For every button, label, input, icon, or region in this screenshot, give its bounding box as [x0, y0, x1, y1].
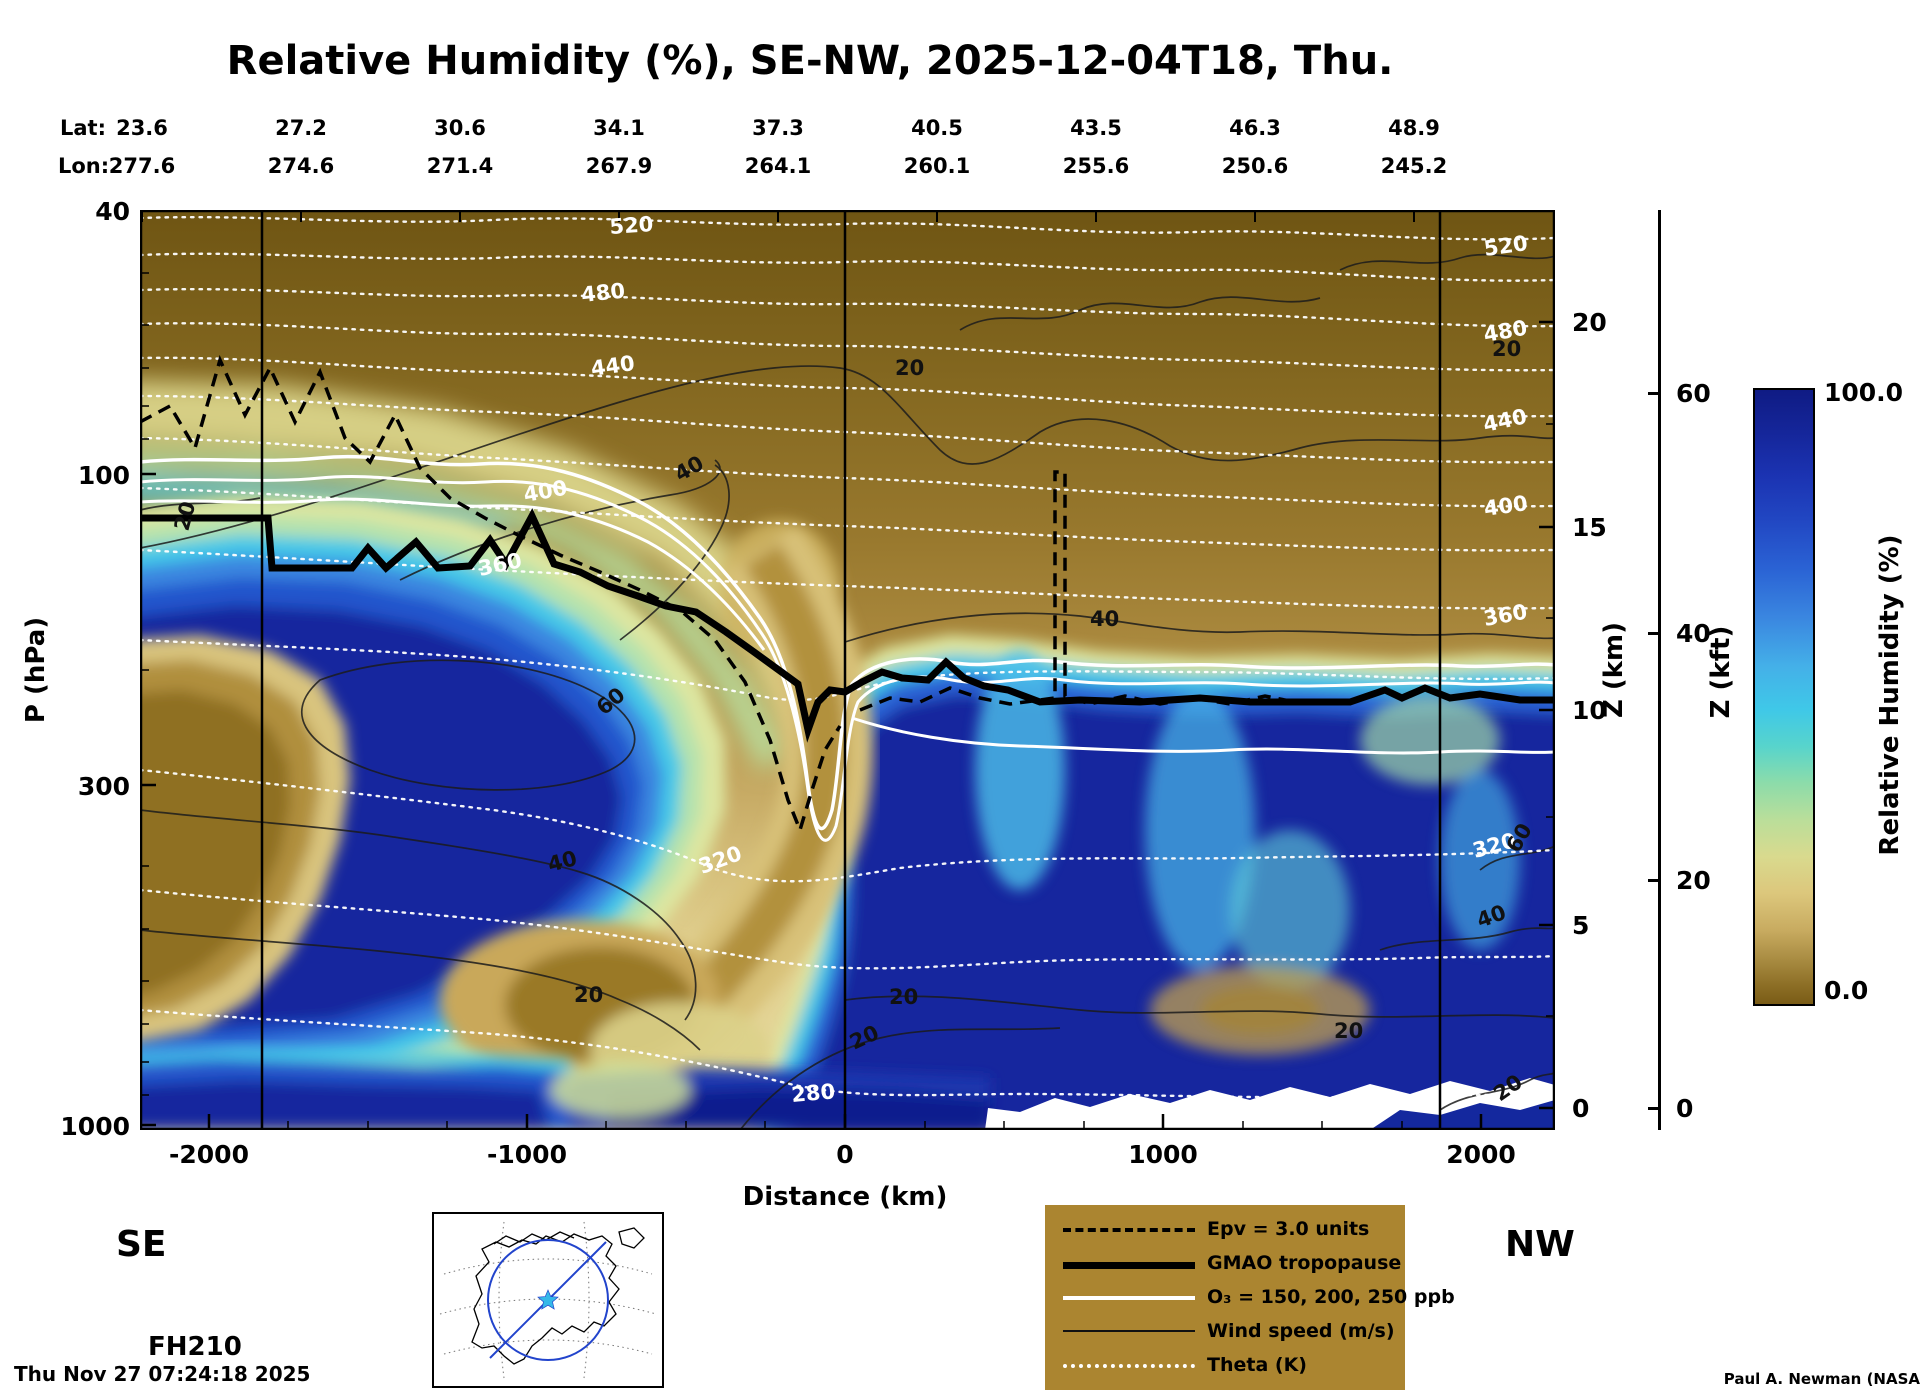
creation-timestamp: Thu Nov 27 07:24:18 2025	[14, 1362, 311, 1386]
zkft-tick: 40	[1676, 619, 1711, 648]
credit-text: Paul A. Newman (NASA	[1723, 1370, 1920, 1388]
theta-label: 280	[790, 1079, 836, 1107]
lon-value: 264.1	[744, 154, 812, 178]
lat-axis-label: Lat:	[60, 116, 106, 140]
map-coastlines	[471, 1227, 645, 1365]
zkft-tickmark	[1648, 1107, 1659, 1110]
lat-value: 48.9	[1388, 116, 1440, 140]
legend-label: GMAO tropopause	[1207, 1252, 1402, 1274]
zkft-tick: 60	[1676, 379, 1711, 408]
zkft-axis-line	[1658, 210, 1661, 1130]
zkm-tick: 5	[1572, 911, 1590, 940]
wind-label: 20	[574, 983, 603, 1007]
zkm-tick: 20	[1572, 308, 1607, 337]
lat-value: 46.3	[1229, 116, 1281, 140]
lat-value: 43.5	[1070, 116, 1122, 140]
x-tick: -1000	[487, 1140, 567, 1169]
reference-vertical-lines	[260, 210, 1442, 1130]
lon-value: 255.6	[1062, 154, 1130, 178]
ozone-contours	[140, 454, 1555, 842]
lon-value: 277.6	[108, 154, 176, 178]
wind-label: 20	[1334, 1019, 1363, 1043]
lon-value: 245.2	[1380, 154, 1448, 178]
lon-value: 260.1	[903, 154, 971, 178]
lat-value: 23.6	[116, 116, 168, 140]
x-tick: 1000	[1128, 1140, 1198, 1169]
lon-value: 267.9	[585, 154, 653, 178]
wind-line-sample	[1063, 1330, 1195, 1332]
p-tick: 100	[77, 461, 130, 490]
zkft-tickmark	[1648, 392, 1659, 395]
wind-label: 40	[1090, 607, 1119, 631]
legend-item-theta: Theta (K)	[1045, 1349, 1405, 1383]
wind-label: 20	[1492, 337, 1521, 361]
legend-item-epv: Epv = 3.0 units	[1045, 1213, 1405, 1247]
lat-value: 40.5	[911, 116, 963, 140]
lon-value: 274.6	[267, 154, 335, 178]
epv-line-sample	[1063, 1228, 1195, 1232]
theta-label: 520	[609, 212, 654, 239]
zkft-tickmark	[1648, 632, 1659, 635]
wind-contours	[140, 253, 1555, 1130]
zkm-tick: 0	[1572, 1094, 1590, 1123]
legend-label: Theta (K)	[1207, 1354, 1307, 1376]
map-center-star-icon	[537, 1289, 559, 1310]
lon-value: 250.6	[1221, 154, 1289, 178]
colorbar-max: 100.0	[1824, 378, 1904, 407]
axis-ticks	[140, 210, 1555, 1130]
legend-box: Epv = 3.0 units GMAO tropopause O₃ = 150…	[1045, 1205, 1455, 1390]
legend-label: Epv = 3.0 units	[1207, 1218, 1370, 1240]
wind-label: 20	[895, 356, 924, 380]
theta-label: 480	[580, 279, 626, 307]
p-tick: 1000	[60, 1112, 130, 1141]
p-tick: 40	[95, 197, 130, 226]
zkft-tickmark	[1648, 879, 1659, 882]
page-title: Relative Humidity (%), SE-NW, 2025-12-04…	[226, 38, 1394, 84]
lon-axis-label: Lon:	[58, 154, 110, 178]
legend-item-wind: Wind speed (m/s)	[1045, 1315, 1405, 1349]
ozone-line-sample	[1063, 1296, 1195, 1300]
lat-value: 34.1	[593, 116, 645, 140]
nw-endpoint-label: NW	[1505, 1224, 1575, 1265]
cross-section-plot: 520 520 480 480 440 440 400 400 360 360 …	[140, 210, 1555, 1130]
x-tick: 0	[836, 1140, 854, 1169]
map-graticule	[439, 1221, 657, 1379]
lat-value: 37.3	[752, 116, 804, 140]
x-tick: 2000	[1446, 1140, 1516, 1169]
map-inset	[432, 1212, 664, 1388]
contour-labels: 520 520 480 480 440 440 400 400 360 360 …	[170, 212, 1537, 1107]
legend-item-tropopause: GMAO tropopause	[1045, 1247, 1405, 1281]
wind-label: 20	[889, 985, 918, 1009]
tropopause-line	[140, 508, 1555, 743]
map-inset-svg	[439, 1221, 657, 1379]
legend-label: O₃ = 150, 200, 250 ppb	[1207, 1286, 1455, 1308]
distance-axis-title: Distance (km)	[742, 1182, 948, 1212]
se-endpoint-label: SE	[116, 1224, 167, 1265]
legend-label: Wind speed (m/s)	[1207, 1320, 1395, 1342]
x-tick: -2000	[169, 1140, 249, 1169]
colorbar-title: Relative Humidity (%)	[1875, 534, 1905, 856]
colorbar-min: 0.0	[1824, 976, 1869, 1005]
zkft-axis-title: Z (kft)	[1706, 625, 1736, 719]
colorbar	[1753, 388, 1815, 1006]
lon-value: 271.4	[426, 154, 494, 178]
tropopause-line-sample	[1063, 1262, 1195, 1269]
legend-item-ozone: O₃ = 150, 200, 250 ppb	[1045, 1281, 1455, 1315]
zkm-tick: 10	[1572, 696, 1607, 725]
lat-value: 27.2	[275, 116, 327, 140]
p-tick: 300	[77, 772, 130, 801]
zkft-tick: 0	[1676, 1094, 1694, 1123]
lat-value: 30.6	[434, 116, 486, 140]
zkft-tick: 20	[1676, 866, 1711, 895]
forecast-hour-label: FH210	[148, 1332, 242, 1362]
zkm-axis-title: Z (km)	[1599, 621, 1629, 719]
rh-field	[140, 210, 1555, 1130]
theta-line-sample	[1063, 1364, 1195, 1368]
zkm-tick: 15	[1572, 513, 1607, 542]
plot-border	[140, 210, 1555, 1130]
map-section-path	[487, 1239, 609, 1361]
pressure-axis-title: P (hPa)	[21, 616, 51, 724]
